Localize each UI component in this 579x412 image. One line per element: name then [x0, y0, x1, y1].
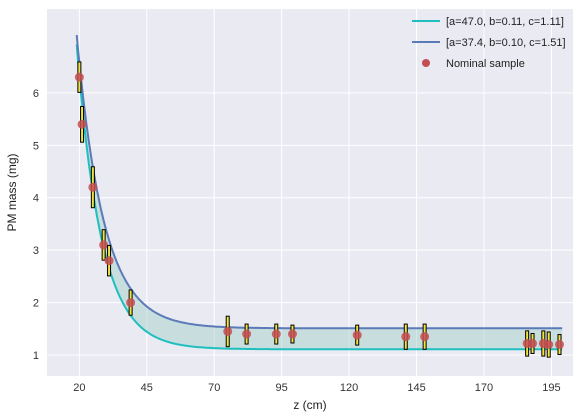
- y-tick-label: 5: [33, 140, 39, 152]
- y-tick-label: 4: [33, 193, 39, 205]
- legend: [a=47.0, b=0.11, c=1.11] [a=37.4, b=0.10…: [412, 16, 566, 70]
- legend-swatch-samples: [422, 59, 430, 67]
- y-tick-label: 2: [33, 298, 39, 310]
- x-tick-label: 45: [141, 382, 153, 394]
- y-tick-label: 1: [33, 350, 39, 362]
- sample-point: [420, 332, 430, 342]
- x-tick-label: 195: [542, 382, 560, 394]
- sample-point: [74, 72, 84, 82]
- grid: [47, 9, 573, 376]
- x-tick-label: 120: [340, 382, 358, 394]
- sample-point: [223, 326, 233, 336]
- sample-point: [77, 119, 87, 129]
- x-tick-label: 95: [276, 382, 288, 394]
- y-tick-labels: 1 2 3 4 5 6: [33, 88, 39, 362]
- sample-point: [271, 329, 281, 339]
- series-line-1: [75, 44, 563, 351]
- legend-label-series-1: [a=47.0, b=0.11, c=1.11]: [446, 16, 564, 28]
- samples: [74, 61, 565, 358]
- sample-point: [528, 338, 538, 348]
- sample-point: [126, 298, 136, 308]
- series-line-2: [75, 34, 563, 330]
- sample-point: [104, 256, 114, 266]
- sample-point: [555, 340, 565, 350]
- sample-point: [287, 329, 297, 339]
- sample-point: [401, 332, 411, 342]
- sample-point: [88, 182, 98, 192]
- x-tick-label: 70: [208, 382, 220, 394]
- sample-point: [352, 330, 362, 340]
- y-tick-label: 6: [33, 88, 39, 100]
- sample-point: [544, 340, 554, 350]
- x-tick-label: 145: [407, 382, 425, 394]
- y-axis-label: PM mass (mg): [5, 153, 19, 231]
- x-tick-label: 20: [73, 382, 85, 394]
- x-tick-label: 170: [475, 382, 493, 394]
- plot-background: [47, 9, 573, 376]
- x-axis-label: z (cm): [293, 398, 326, 412]
- series-lines: [75, 34, 563, 351]
- sample-point: [99, 240, 109, 250]
- sample-point: [242, 329, 252, 339]
- legend-label-samples: Nominal sample: [446, 58, 525, 70]
- legend-label-series-2: [a=37.4, b=0.10, c=1.51]: [446, 37, 566, 49]
- y-tick-label: 3: [33, 245, 39, 257]
- x-tick-labels: 20 45 70 95 120 145 170 195: [73, 382, 560, 394]
